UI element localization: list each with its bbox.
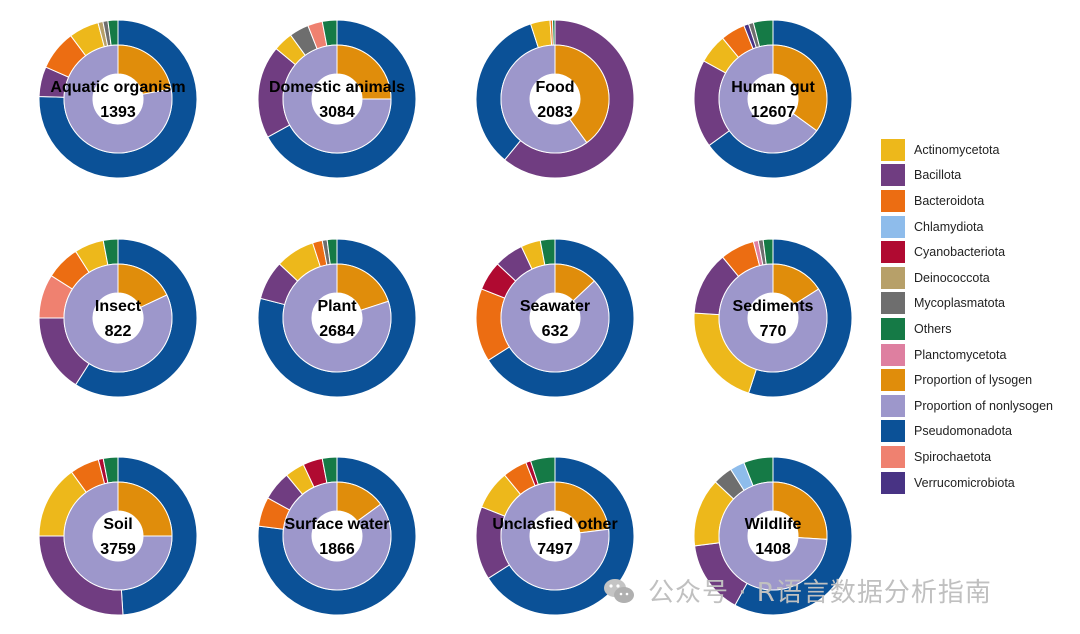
legend-label: Bacillota <box>914 168 962 183</box>
legend-item-chlamydiota: Chlamydiota <box>881 214 1053 240</box>
panel-count: 1393 <box>100 104 136 121</box>
donut-panel-domestic-animals: Domestic animals 3084 <box>257 19 417 179</box>
legend-label: Bacteroidota <box>914 193 985 208</box>
legend-item-proportion-of-nonlysogen: Proportion of nonlysogen <box>881 393 1053 419</box>
legend-swatch <box>881 369 905 392</box>
legend-label: Others <box>914 321 952 336</box>
legend-label: Verrucomicrobiota <box>914 475 1015 490</box>
legend-item-cyanobacteriota: Cyanobacteriota <box>881 239 1053 265</box>
panel-count: 1866 <box>319 541 355 558</box>
donut-hole <box>530 293 580 343</box>
panel-count: 2083 <box>537 104 573 121</box>
panel-title: Food <box>535 79 574 96</box>
legend-item-mycoplasmatota: Mycoplasmatota <box>881 291 1053 317</box>
panel-title: Wildlife <box>745 516 802 533</box>
panel-title: Surface water <box>285 516 390 533</box>
legend-label: Proportion of lysogen <box>914 373 1033 388</box>
legend-swatch <box>881 215 905 238</box>
legend-swatch <box>881 138 905 161</box>
legend-item-pseudomonadota: Pseudomonadota <box>881 419 1053 445</box>
donut-panel-unclasfied-other: Unclasfied other 7497 <box>475 456 635 616</box>
panel-title: Unclasfied other <box>492 516 617 533</box>
legend-item-proportion-of-lysogen: Proportion of lysogen <box>881 367 1053 393</box>
legend-item-spirochaetota: Spirochaetota <box>881 444 1053 470</box>
panel-title: Aquatic organism <box>50 79 185 96</box>
donut-panel-human-gut: Human gut 12607 <box>693 19 853 179</box>
panel-title: Sediments <box>733 298 814 315</box>
donut-hole <box>748 293 798 343</box>
panel-title: Insect <box>95 298 142 315</box>
wechat-icon <box>602 574 636 608</box>
watermark-text: 公众号 · R语言数据分析指南 <box>648 578 992 608</box>
donut-hole <box>748 74 798 124</box>
panel-count: 632 <box>542 323 569 340</box>
panel-title: Human gut <box>731 79 815 96</box>
donut-panel-soil: Soil 3759 <box>38 456 198 616</box>
legend-label: Cyanobacteriota <box>914 245 1006 260</box>
donut-hole <box>530 74 580 124</box>
legend: Actinomycetota Bacillota Bacteroidota Chlam… <box>881 137 1053 495</box>
panel-count: 770 <box>760 323 787 340</box>
legend-label: Deinococcota <box>914 270 990 285</box>
donut-panel-insect: Insect 822 <box>38 238 198 398</box>
legend-swatch <box>881 292 905 315</box>
panel-count: 3084 <box>319 104 355 121</box>
panel-count: 7497 <box>537 541 573 558</box>
legend-swatch <box>881 471 905 494</box>
legend-label: Mycoplasmatota <box>914 296 1006 311</box>
panel-title: Seawater <box>520 298 590 315</box>
outer-slice-others <box>552 19 556 46</box>
legend-item-others: Others <box>881 316 1053 342</box>
legend-label: Planctomycetota <box>914 347 1007 362</box>
donut-panel-sediments: Sediments 770 <box>693 238 853 398</box>
donut-hole <box>748 511 798 561</box>
donut-hole <box>312 293 362 343</box>
panel-count: 822 <box>105 323 132 340</box>
legend-item-bacillota: Bacillota <box>881 163 1053 189</box>
donut-hole <box>312 74 362 124</box>
legend-label: Pseudomonadota <box>914 424 1012 439</box>
legend-swatch <box>881 266 905 289</box>
donut-panel-aquatic-organism: Aquatic organism 1393 <box>38 19 198 179</box>
legend-label: Actinomycetota <box>914 142 1000 157</box>
donut-chart-grid: Aquatic organism 1393 Domestic animals 3084… <box>38 19 853 616</box>
legend-swatch <box>881 241 905 264</box>
panel-count: 2684 <box>319 323 355 340</box>
legend-swatch <box>881 317 905 340</box>
legend-swatch <box>881 394 905 417</box>
donut-panel-seawater: Seawater 632 <box>475 238 635 398</box>
legend-label: Proportion of nonlysogen <box>914 398 1053 413</box>
legend-swatch <box>881 343 905 366</box>
donut-hole <box>530 511 580 561</box>
legend-item-deinococcota: Deinococcota <box>881 265 1053 291</box>
donut-panel-plant: Plant 2684 <box>257 238 417 398</box>
donut-hole <box>93 74 143 124</box>
donut-panel-food: Food 2083 <box>475 19 635 179</box>
legend-item-planctomycetota: Planctomycetota <box>881 342 1053 368</box>
legend-swatch <box>881 420 905 443</box>
panel-count: 3759 <box>100 541 136 558</box>
panel-title: Domestic animals <box>269 79 405 96</box>
donut-hole <box>312 511 362 561</box>
legend-item-verrucomicrobiota: Verrucomicrobiota <box>881 470 1053 496</box>
legend-swatch <box>881 445 905 468</box>
panel-title: Plant <box>317 298 357 315</box>
donut-panel-wildlife: Wildlife 1408 <box>693 456 853 616</box>
donut-hole <box>93 511 143 561</box>
legend-item-bacteroidota: Bacteroidota <box>881 188 1053 214</box>
panel-count: 1408 <box>755 541 791 558</box>
legend-swatch <box>881 189 905 212</box>
legend-item-actinomycetota: Actinomycetota <box>881 137 1053 163</box>
panel-title: Soil <box>103 516 132 533</box>
legend-swatch <box>881 164 905 187</box>
legend-label: Chlamydiota <box>914 219 984 234</box>
panel-count: 12607 <box>751 104 796 121</box>
watermark: 公众号 · R语言数据分析指南 <box>602 572 992 609</box>
donut-panel-surface-water: Surface water 1866 <box>257 456 417 616</box>
legend-label: Spirochaetota <box>914 449 992 464</box>
donut-hole <box>93 293 143 343</box>
